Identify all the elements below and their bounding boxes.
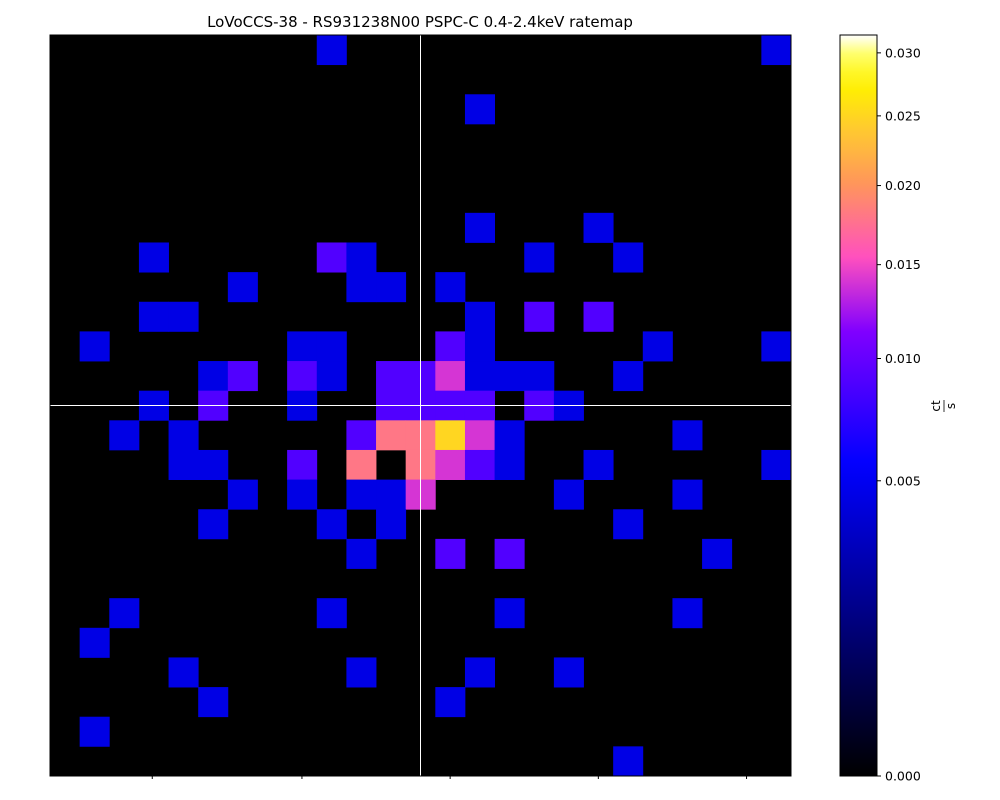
heatmap-pixel	[109, 420, 140, 451]
colorbar-tick-label: 0.010	[885, 351, 921, 366]
heatmap-pixel	[316, 598, 347, 629]
heatmap-pixel	[702, 538, 733, 569]
heatmap-pixel	[553, 479, 584, 510]
heatmap-pixel	[464, 449, 495, 480]
colorbar-label-numerator: ct	[929, 400, 943, 412]
heatmap-pixel	[346, 657, 377, 688]
heatmap-pixel	[435, 361, 466, 392]
heatmap-pixel	[464, 420, 495, 451]
pixel-layer	[79, 35, 792, 777]
heatmap-pixel	[227, 361, 258, 392]
heatmap-pixel	[613, 242, 644, 273]
heatmap-pixel	[494, 420, 525, 451]
heatmap-pixel	[376, 479, 407, 510]
heatmap-pixel	[346, 449, 377, 480]
heatmap-pixel	[79, 716, 110, 747]
heatmap-pixel	[376, 420, 407, 451]
heatmap-pixel	[524, 361, 555, 392]
heatmap-pixel	[287, 449, 318, 480]
heatmap-pixel	[464, 657, 495, 688]
heatmap-pixel	[346, 479, 377, 510]
heatmap-pixel	[583, 212, 614, 243]
heatmap-pixel	[464, 301, 495, 332]
heatmap-pixel	[316, 331, 347, 362]
heatmap-pixel	[168, 449, 199, 480]
colorbar-tick-label: 0.015	[885, 257, 921, 272]
heatmap-pixel	[287, 361, 318, 392]
heatmap-pixel	[346, 420, 377, 451]
heatmap-pixel	[464, 94, 495, 125]
heatmap-pixel	[198, 449, 229, 480]
heatmap-pixel	[761, 35, 792, 66]
heatmap-pixel	[168, 301, 199, 332]
heatmap-pixel	[435, 449, 466, 480]
colorbar-ticks: 0.000 0.005 0.010 0.015 0.020 0.025 0.030	[877, 45, 921, 784]
heatmap-pixel	[376, 509, 407, 540]
heatmap-pixel	[435, 420, 466, 451]
heatmap-pixel	[109, 598, 140, 629]
heatmap-pixel	[464, 331, 495, 362]
heatmap-pixel	[524, 242, 555, 273]
heatmap-pixel	[642, 331, 673, 362]
heatmap-pixel	[435, 538, 466, 569]
heatmap-pixel	[168, 420, 199, 451]
heatmap-pixel	[316, 242, 347, 273]
heatmap-pixel	[553, 657, 584, 688]
heatmap-pixel	[761, 331, 792, 362]
colorbar-tick-label: 0.000	[885, 769, 921, 784]
heatmap-pixel	[316, 35, 347, 66]
heatmap-pixel	[494, 361, 525, 392]
heatmap-pixel	[435, 687, 466, 718]
heatmap-pixel	[494, 538, 525, 569]
heatmap-pixel	[316, 361, 347, 392]
heatmap-pixel	[435, 272, 466, 303]
heatmap-pixel	[316, 509, 347, 540]
heatmap-pixel	[672, 420, 703, 451]
heatmap-pixel	[672, 598, 703, 629]
plot-frame	[49, 34, 792, 777]
heatmap-pixel	[198, 509, 229, 540]
heatmap-pixel	[376, 361, 407, 392]
heatmap-pixel	[613, 746, 644, 777]
colorbar-scale	[840, 35, 877, 776]
heatmap-pixel	[287, 479, 318, 510]
colorbar-tick-label: 0.005	[885, 473, 921, 488]
heatmap-pixel	[168, 657, 199, 688]
heatmap-pixel	[494, 449, 525, 480]
heatmap-pixel	[613, 361, 644, 392]
heatmap-pixel	[583, 301, 614, 332]
colorbar-frame	[839, 34, 878, 777]
colorbar-tick-label: 0.025	[885, 108, 921, 123]
plot-area	[49, 34, 792, 779]
heatmap-pixel	[464, 212, 495, 243]
heatmap-pixel	[464, 361, 495, 392]
colorbar: 0.000 0.005 0.010 0.015 0.020 0.025 0.030 ct s	[839, 34, 958, 784]
heatmap-pixel	[583, 449, 614, 480]
heatmap-pixel	[227, 479, 258, 510]
heatmap-pixel	[613, 509, 644, 540]
heatmap-pixel	[138, 301, 169, 332]
heatmap-pixel	[227, 272, 258, 303]
colorbar-label: ct s	[929, 400, 958, 412]
colorbar-tick-label: 0.030	[885, 45, 921, 60]
heatmap-pixel	[79, 331, 110, 362]
chart-title: LoVoCCS-38 - RS931238N00 PSPC-C 0.4-2.4k…	[207, 13, 633, 31]
heatmap-pixel	[761, 449, 792, 480]
heatmap-pixel	[198, 361, 229, 392]
heatmap-pixel	[524, 301, 555, 332]
colorbar-tick-label: 0.020	[885, 178, 921, 193]
heatmap-pixel	[138, 242, 169, 273]
heatmap-pixel	[287, 331, 318, 362]
heatmap-pixel	[672, 479, 703, 510]
heatmap-pixel	[198, 687, 229, 718]
heatmap-pixel	[494, 598, 525, 629]
heatmap-pixel	[435, 331, 466, 362]
heatmap-pixel	[346, 272, 377, 303]
heatmap-pixel	[376, 272, 407, 303]
heatmap-pixel	[346, 538, 377, 569]
heatmap-pixel	[346, 242, 377, 273]
colorbar-label-denominator: s	[944, 403, 958, 409]
heatmap-pixel	[79, 627, 110, 658]
